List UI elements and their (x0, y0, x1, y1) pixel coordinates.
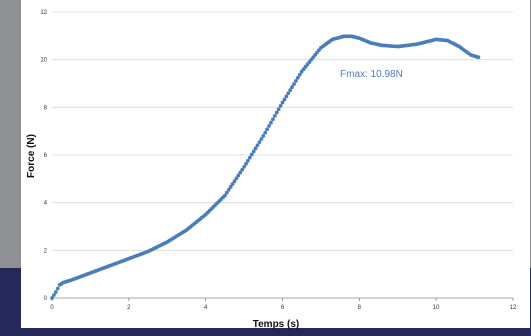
y-tick-label: 12 (40, 10, 47, 16)
x-tick-label: 2 (127, 305, 131, 311)
data-point (259, 137, 264, 141)
data-point (261, 134, 266, 138)
y-tick-label: 2 (44, 248, 48, 254)
data-point (280, 100, 285, 105)
y-tick-label: 6 (44, 153, 48, 159)
data-point (50, 296, 54, 300)
data-point (267, 124, 271, 128)
data-point (274, 110, 279, 115)
data-point (53, 290, 58, 294)
data-point (263, 130, 268, 135)
y-tick-label: 4 (44, 201, 48, 207)
data-point (292, 82, 296, 86)
fmax-annotation: Fmax: 10.98N (340, 69, 403, 80)
data-point (52, 293, 56, 297)
data-point (251, 149, 256, 154)
data-point (236, 173, 241, 178)
y-tick-label: 0 (44, 296, 48, 302)
data-point (272, 114, 277, 118)
data-point (255, 143, 260, 148)
x-tick-labels: 0 2 4 6 8 10 12 (50, 298, 517, 311)
data-point (244, 161, 248, 166)
x-tick-label: 10 (433, 305, 440, 311)
data-point (257, 140, 262, 145)
data-points (50, 34, 481, 300)
data-point (297, 72, 302, 77)
data-point (295, 75, 300, 80)
data-point (234, 176, 239, 181)
y-axis-title: Force (N) (26, 134, 37, 178)
x-tick-label: 12 (510, 305, 517, 311)
x-tick-label: 4 (204, 305, 208, 311)
data-point (246, 158, 250, 163)
data-point (228, 185, 233, 189)
gridlines (52, 11, 513, 251)
data-point (253, 146, 258, 151)
data-point (226, 187, 231, 192)
data-point (55, 286, 60, 291)
x-tick-label: 6 (281, 305, 285, 311)
data-point (265, 127, 270, 132)
x-axis-title: Temps (s) (253, 319, 300, 330)
data-point (290, 85, 294, 89)
data-point (249, 152, 254, 157)
data-point (284, 94, 289, 99)
data-point (240, 167, 245, 172)
data-point (247, 155, 252, 160)
data-point (230, 182, 235, 186)
data-point (271, 117, 275, 122)
x-tick-label: 0 (50, 305, 54, 311)
y-tick-label: 10 (40, 58, 47, 64)
data-point (269, 120, 273, 125)
data-point (476, 55, 481, 60)
y-tick-labels: 0 2 4 6 8 10 12 (40, 10, 47, 302)
data-point (224, 190, 229, 195)
data-point (278, 104, 283, 108)
chart-area-background (21, 0, 530, 328)
x-tick-label: 8 (358, 305, 362, 311)
data-point (282, 97, 287, 102)
data-point (222, 193, 227, 198)
data-point (238, 170, 243, 175)
data-point (288, 88, 293, 93)
data-point (232, 179, 237, 184)
data-point (294, 78, 298, 83)
data-point (242, 165, 246, 169)
y-tick-label: 8 (44, 105, 48, 111)
data-point (286, 91, 291, 96)
data-point (276, 107, 281, 112)
